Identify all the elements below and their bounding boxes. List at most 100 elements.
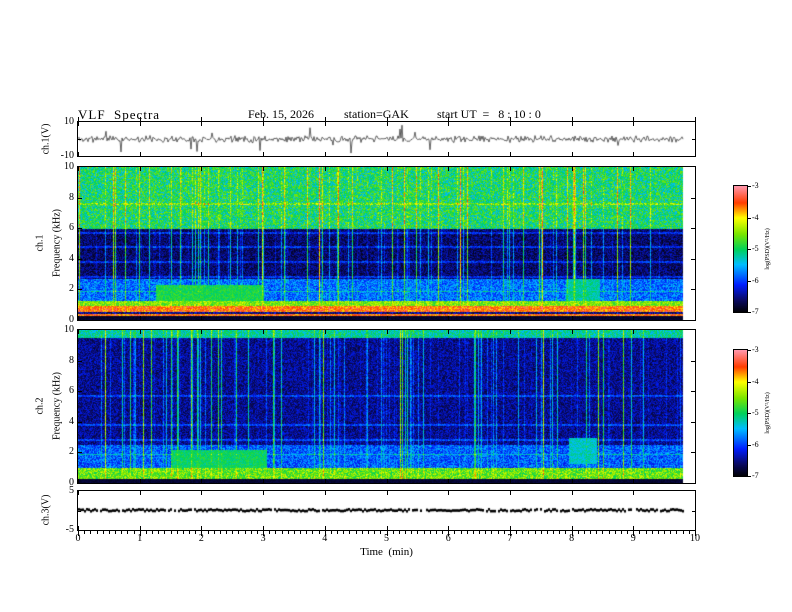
x-tick-mark [97, 531, 98, 534]
x-tick-mark [331, 531, 332, 534]
x-tick-mark [78, 316, 79, 320]
y-tick-label: 5 [69, 485, 74, 496]
x-tick-mark [78, 122, 79, 126]
x-tick-mark [609, 531, 610, 534]
y-tick-mark [78, 511, 81, 512]
x-tick-mark [368, 531, 369, 534]
x-tick-mark [448, 152, 449, 156]
x-tick-mark [578, 531, 579, 534]
x-tick-mark [405, 531, 406, 534]
x-tick-mark [78, 531, 79, 536]
x-tick-mark [633, 491, 634, 495]
x-tick-mark [325, 117, 326, 121]
x-tick-mark [220, 531, 221, 534]
y-tick-label: 2 [69, 283, 74, 295]
x-tick-mark [325, 122, 326, 126]
x-tick-mark [325, 316, 326, 320]
x-tick-mark [263, 117, 264, 121]
x-tick-mark [134, 531, 135, 534]
x-tick-mark [115, 531, 116, 534]
x-tick-mark [646, 531, 647, 534]
x-tick-mark [325, 526, 326, 530]
colorbar-2-label: log(PSD)(V²/Hz) [765, 392, 771, 434]
y-tick-mark [748, 382, 751, 383]
x-tick-mark [695, 167, 696, 171]
x-tick-mark [510, 330, 511, 334]
x-tick-mark [689, 531, 690, 534]
x-tick-mark [263, 479, 264, 483]
x-tick-mark [639, 531, 640, 534]
x-tick-mark [572, 531, 573, 536]
x-tick-mark [510, 491, 511, 495]
y-tick-mark [78, 139, 81, 140]
x-tick-mark [448, 526, 449, 530]
x-tick-mark [152, 531, 153, 534]
colorbar-tick-label: -4 [752, 377, 759, 386]
x-tick-mark [448, 330, 449, 334]
x-tick-mark [454, 531, 455, 534]
x-tick-mark [109, 531, 110, 534]
x-tick-label: 0 [75, 533, 81, 544]
x-tick-mark [238, 531, 239, 534]
ch1-spectrogram-panel [77, 166, 696, 321]
x-tick-mark [140, 167, 141, 171]
x-tick-mark [78, 526, 79, 530]
x-tick-mark [491, 531, 492, 534]
x-tick-mark [572, 526, 573, 530]
x-tick-mark [78, 491, 79, 495]
x-tick-mark [146, 531, 147, 534]
ch2-frequency-axis-label: Frequency (kHz) [51, 371, 63, 441]
x-tick-mark [695, 152, 696, 156]
x-tick-mark [652, 531, 653, 534]
x-tick-mark [140, 330, 141, 334]
x-tick-mark [541, 531, 542, 534]
x-tick-mark [448, 122, 449, 126]
y-tick-label: 8 [69, 191, 74, 203]
x-tick-mark [127, 531, 128, 534]
colorbar-tick-label: -7 [752, 307, 759, 316]
y-tick-mark [748, 476, 751, 477]
x-tick-label: 5 [384, 533, 389, 544]
x-tick-mark [448, 167, 449, 171]
x-tick-mark [78, 152, 79, 156]
x-tick-mark [171, 531, 172, 534]
x-tick-mark [572, 316, 573, 320]
x-tick-mark [201, 122, 202, 126]
x-tick-mark [633, 531, 634, 536]
x-tick-mark [263, 526, 264, 530]
x-tick-mark [442, 531, 443, 534]
x-tick-mark [208, 531, 209, 534]
y-tick-mark [691, 452, 695, 453]
ch3-voltage-axis-label: ch.3(V) [40, 494, 52, 526]
y-tick-mark [691, 422, 695, 423]
x-tick-mark [448, 316, 449, 320]
x-tick-mark [201, 152, 202, 156]
x-tick-mark [387, 316, 388, 320]
x-tick-mark [387, 479, 388, 483]
date-label: Feb. 15, 2026 [248, 107, 314, 121]
x-tick-mark [510, 531, 511, 536]
x-tick-mark [535, 531, 536, 534]
x-tick-label: 6 [445, 533, 451, 544]
y-tick-mark [748, 350, 751, 351]
x-tick-mark [269, 531, 270, 534]
x-tick-mark [695, 122, 696, 126]
y-tick-mark [692, 139, 695, 140]
x-tick-mark [201, 479, 202, 483]
x-tick-mark [596, 531, 597, 534]
x-tick-mark [325, 531, 326, 536]
x-tick-mark [263, 330, 264, 334]
y-tick-mark [78, 198, 82, 199]
x-tick-mark [695, 526, 696, 530]
x-tick-mark [695, 531, 696, 536]
x-tick-mark [201, 330, 202, 334]
x-tick-mark [201, 491, 202, 495]
x-tick-mark [214, 531, 215, 534]
x-tick-mark [633, 526, 634, 530]
x-tick-mark [201, 526, 202, 530]
x-tick-mark [140, 491, 141, 495]
x-tick-mark [164, 531, 165, 534]
y-tick-mark [691, 361, 695, 362]
y-tick-label: -5 [65, 524, 74, 535]
